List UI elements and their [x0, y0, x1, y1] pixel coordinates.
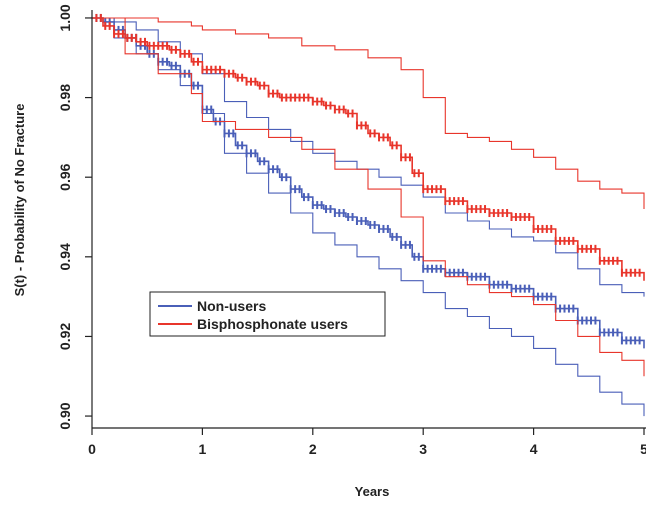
axes-layer	[91, 10, 646, 429]
x-tick-label: 2	[309, 441, 317, 457]
series-layer	[92, 13, 645, 417]
y-tick-label: 0.98	[57, 84, 73, 111]
x-tick-label: 5	[640, 441, 646, 457]
x-tick-label: 0	[88, 441, 96, 457]
legend-box	[149, 291, 386, 337]
ticks-layer: 0 1 2 3 4 5 0.90 0.92 0.94 0.96 0.98 1.00	[57, 4, 646, 457]
series-line-bisphosphonate-users-upper_ci	[92, 17, 645, 209]
x-tick-label: 4	[530, 441, 538, 457]
y-tick-label: 1.00	[57, 4, 73, 31]
series-line-non-users-upper_ci	[92, 17, 645, 297]
legend-label-bisphosphonate-users: Bisphosphonate users	[197, 316, 348, 332]
y-tick-label: 0.92	[57, 323, 73, 350]
legend-label-non-users: Non-users	[197, 298, 266, 314]
legend: Non-users Bisphosphonate users	[149, 291, 386, 337]
x-tick-label: 1	[199, 441, 207, 457]
y-tick-label: 0.94	[57, 243, 73, 270]
y-axis-title: S(t) - Probability of No Fracture	[12, 104, 27, 297]
series-line-non-users-lower_ci	[92, 17, 645, 417]
x-axis-title: Years	[355, 484, 390, 499]
y-tick-label: 0.90	[57, 402, 73, 429]
series-line-bisphosphonate-users-lower_ci	[92, 17, 645, 377]
y-tick-label: 0.96	[57, 163, 73, 190]
x-tick-label: 3	[419, 441, 427, 457]
